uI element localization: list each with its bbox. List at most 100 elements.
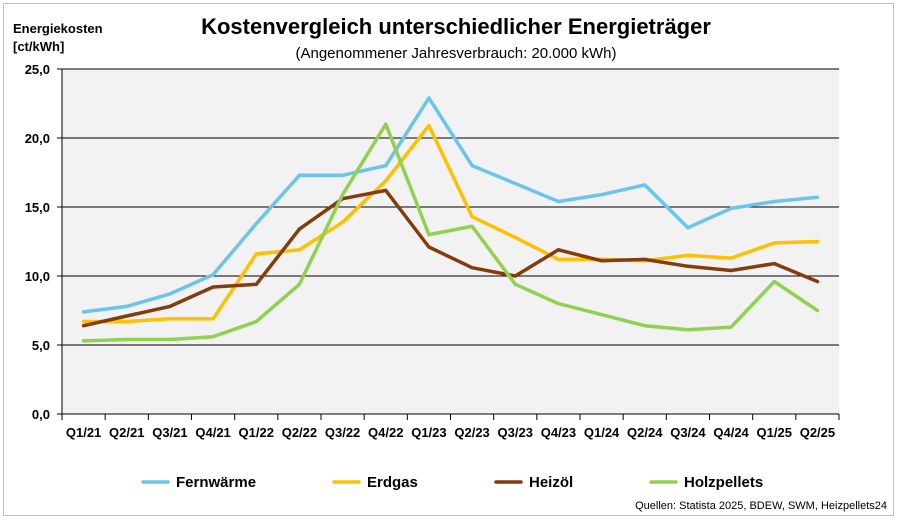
data-point-heizöl: [643, 257, 647, 262]
plot-area: [62, 69, 839, 414]
x-tick-label: Q1/25: [757, 425, 792, 440]
y-tick-label: 25,0: [25, 62, 50, 77]
data-point-erdgas: [168, 317, 172, 321]
y-tick-label: 15,0: [25, 200, 50, 215]
data-point-erdgas: [772, 241, 776, 245]
data-point-fernwärme: [513, 181, 517, 186]
x-tick-label: Q3/24: [670, 425, 706, 440]
data-point-erdgas: [297, 248, 302, 252]
y-tick-label: 10,0: [25, 269, 50, 284]
data-point-holzpellets: [815, 308, 820, 313]
y-tick-label: 0,0: [32, 407, 50, 422]
x-tick-label: Q2/22: [282, 425, 317, 440]
x-tick-label: Q2/24: [627, 425, 663, 440]
data-point-heizöl: [772, 261, 776, 266]
data-point-holzpellets: [427, 233, 431, 237]
x-tick-label: Q1/21: [66, 425, 101, 440]
legend-label-erdgas: Erdgas: [367, 474, 418, 491]
x-tick-label: Q4/24: [713, 425, 749, 440]
x-tick-label: Q4/21: [195, 425, 230, 440]
legend-label-fernwärme: Fernwärme: [176, 474, 256, 491]
x-tick-label: Q4/22: [368, 425, 403, 440]
data-point-fernwärme: [254, 221, 258, 226]
x-tick-label: Q3/22: [325, 425, 360, 440]
data-point-heizöl: [556, 248, 561, 252]
data-point-heizöl: [599, 259, 604, 263]
series-line-holzpellets: [81, 122, 820, 343]
data-point-heizöl: [125, 314, 129, 318]
data-point-heizöl: [384, 188, 388, 193]
data-point-heizöl: [254, 282, 258, 286]
data-point-fernwärme: [125, 304, 129, 308]
x-tick-label: Q2/21: [109, 425, 144, 440]
data-point-erdgas: [556, 257, 561, 262]
data-point-fernwärme: [643, 183, 647, 187]
series-line-fernwärme: [81, 96, 820, 314]
data-point-heizöl: [513, 274, 517, 278]
data-point-fernwärme: [556, 199, 561, 204]
data-point-erdgas: [384, 179, 388, 183]
data-point-fernwärme: [427, 96, 431, 100]
x-tick-label: Q1/23: [411, 425, 446, 440]
x-tick-label: Q1/22: [239, 425, 274, 440]
data-point-holzpellets: [556, 302, 561, 306]
data-point-heizöl: [168, 304, 172, 308]
x-tick-label: Q2/25: [800, 425, 835, 440]
data-point-holzpellets: [384, 122, 388, 126]
data-point-heizöl: [470, 266, 474, 270]
chart-title: Kostenvergleich unterschiedlicher Energi…: [201, 14, 711, 39]
data-point-fernwärme: [340, 173, 345, 177]
legend-label-holzpellets: Holzpellets: [684, 474, 763, 491]
chart-subtitle: (Angenommener Jahresverbrauch: 20.000 kW…: [295, 45, 617, 62]
data-point-heizöl: [729, 268, 733, 273]
series-line-erdgas: [81, 123, 820, 324]
data-point-fernwärme: [686, 226, 690, 230]
data-point-holzpellets: [168, 337, 172, 342]
data-point-erdgas: [470, 215, 474, 219]
data-point-heizöl: [686, 264, 690, 268]
data-point-holzpellets: [340, 192, 345, 197]
data-point-fernwärme: [599, 192, 604, 197]
y-axis-label-line1: Energiekosten: [13, 21, 103, 36]
data-point-fernwärme: [81, 310, 86, 314]
data-point-erdgas: [211, 317, 215, 321]
data-point-heizöl: [815, 279, 820, 284]
data-point-erdgas: [815, 239, 820, 244]
data-point-holzpellets: [254, 319, 258, 324]
y-axis-label: Energiekosten [ct/kWh]: [13, 20, 103, 56]
data-point-fernwärme: [211, 273, 215, 277]
x-tick-label: Q4/23: [541, 425, 576, 440]
legend-label-heizöl: Heizöl: [529, 474, 573, 491]
data-point-fernwärme: [168, 292, 172, 296]
data-point-fernwärme: [729, 206, 733, 210]
data-point-holzpellets: [643, 324, 647, 328]
data-point-erdgas: [729, 256, 733, 260]
x-tick-label: Q3/23: [498, 425, 533, 440]
data-point-heizöl: [81, 324, 86, 328]
y-tick-label: 5,0: [32, 338, 50, 353]
data-point-erdgas: [686, 253, 690, 257]
data-point-holzpellets: [470, 224, 474, 228]
source-note: Quellen: Statista 2025, BDEW, SWM, Heizp…: [635, 500, 887, 512]
y-tick-label: 20,0: [25, 131, 50, 146]
data-point-fernwärme: [470, 164, 474, 168]
data-point-holzpellets: [772, 279, 776, 284]
series-line-heizöl: [81, 188, 820, 328]
data-point-fernwärme: [297, 173, 302, 177]
data-point-heizöl: [297, 227, 302, 231]
data-point-erdgas: [81, 319, 86, 324]
data-point-holzpellets: [599, 313, 604, 317]
x-tick-label: Q3/21: [152, 425, 187, 440]
data-point-heizöl: [427, 245, 431, 249]
data-point-erdgas: [254, 252, 258, 256]
data-point-erdgas: [340, 220, 345, 224]
data-point-holzpellets: [81, 339, 86, 343]
x-tick-label: Q2/23: [454, 425, 489, 440]
data-point-fernwärme: [772, 199, 776, 204]
data-point-erdgas: [125, 319, 129, 324]
x-tick-label: Q1/24: [584, 425, 620, 440]
data-point-holzpellets: [513, 282, 517, 286]
data-point-holzpellets: [211, 335, 215, 339]
data-point-fernwärme: [815, 195, 820, 199]
